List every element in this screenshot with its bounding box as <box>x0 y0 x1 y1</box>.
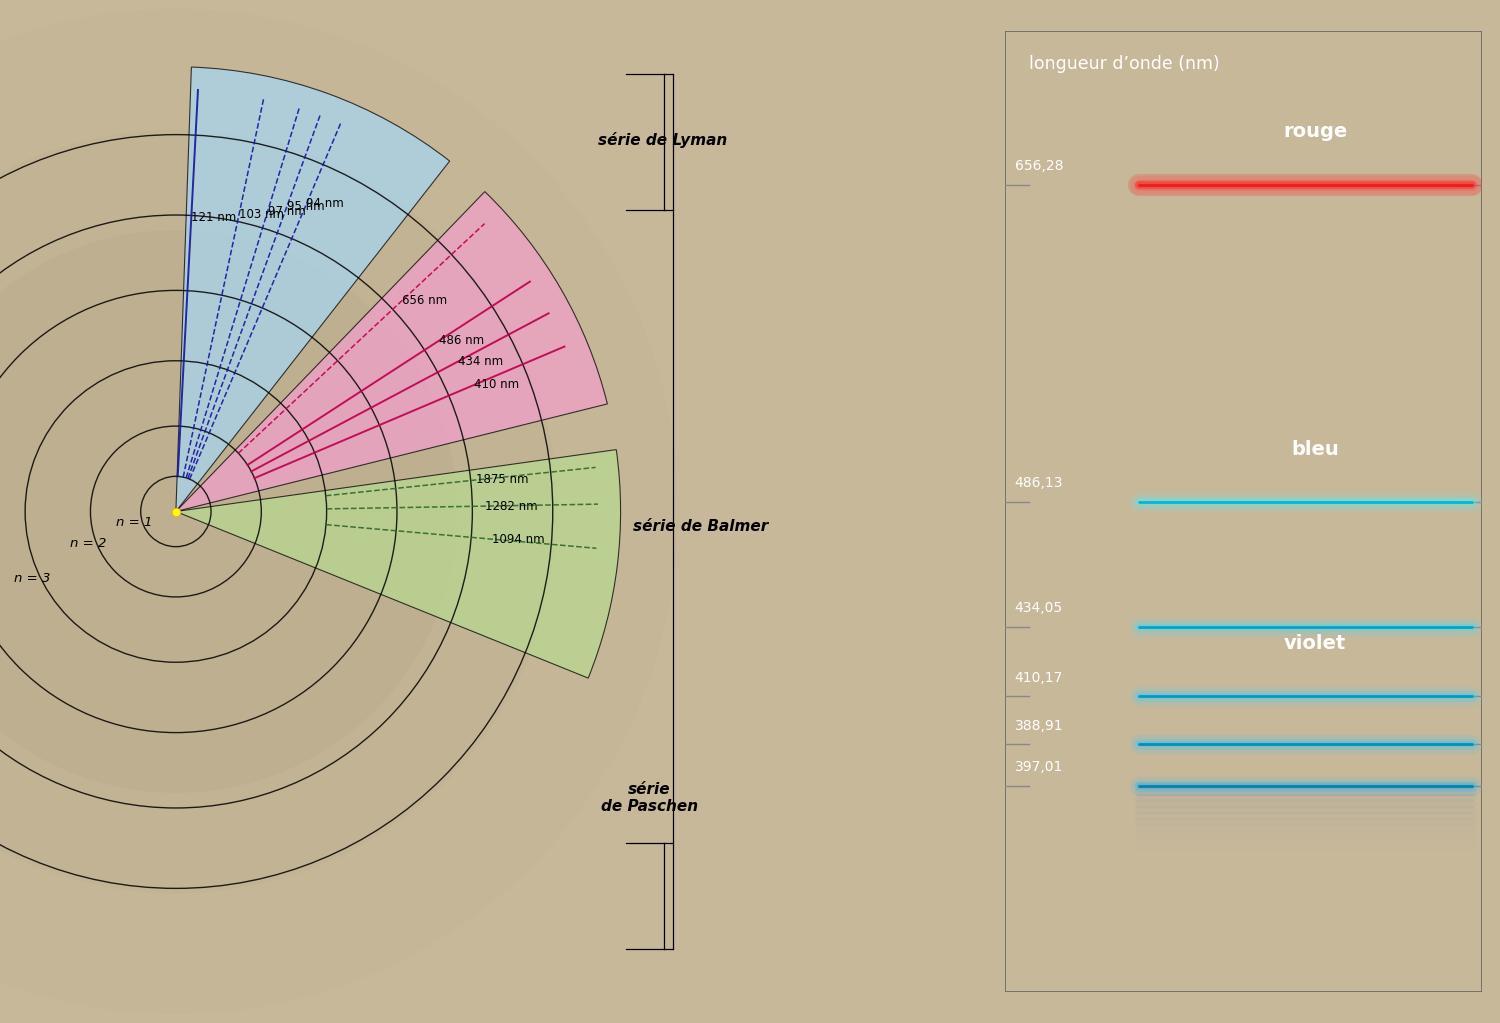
Text: 397,01: 397,01 <box>1014 760 1064 774</box>
Text: 486,13: 486,13 <box>1014 477 1064 490</box>
Text: n = 2: n = 2 <box>70 537 106 550</box>
Text: 656 nm: 656 nm <box>402 295 447 307</box>
Text: 1282 nm: 1282 nm <box>486 499 538 513</box>
Text: violet: violet <box>1284 634 1346 653</box>
Text: 94 nm: 94 nm <box>306 197 344 211</box>
Circle shape <box>0 230 458 793</box>
Text: série
de Paschen: série de Paschen <box>602 782 698 814</box>
Text: 1875 nm: 1875 nm <box>476 474 528 487</box>
Text: 97 nm: 97 nm <box>267 205 306 218</box>
Text: série de Lyman: série de Lyman <box>598 132 728 147</box>
Text: n = 1: n = 1 <box>116 517 153 529</box>
Text: 656,28: 656,28 <box>1014 159 1064 173</box>
Text: 388,91: 388,91 <box>1014 719 1064 732</box>
Text: 434,05: 434,05 <box>1014 602 1062 616</box>
Text: n = 3: n = 3 <box>13 572 50 585</box>
Text: 95 nm: 95 nm <box>286 201 324 214</box>
Text: 121 nm: 121 nm <box>192 212 237 224</box>
Text: rouge: rouge <box>1282 123 1347 141</box>
Text: 486 nm: 486 nm <box>440 333 485 347</box>
Text: 103 nm: 103 nm <box>238 208 284 221</box>
Text: bleu: bleu <box>1292 440 1340 458</box>
Wedge shape <box>176 449 621 678</box>
Text: 1094 nm: 1094 nm <box>492 533 544 545</box>
Text: 410,17: 410,17 <box>1014 671 1064 684</box>
Text: longueur d’onde (nm): longueur d’onde (nm) <box>1029 55 1219 73</box>
Text: 410 nm: 410 nm <box>474 379 519 392</box>
Wedge shape <box>176 68 450 512</box>
Text: 434 nm: 434 nm <box>458 355 503 368</box>
Circle shape <box>0 130 558 893</box>
Wedge shape <box>176 191 608 512</box>
Text: série de Balmer: série de Balmer <box>633 519 768 534</box>
